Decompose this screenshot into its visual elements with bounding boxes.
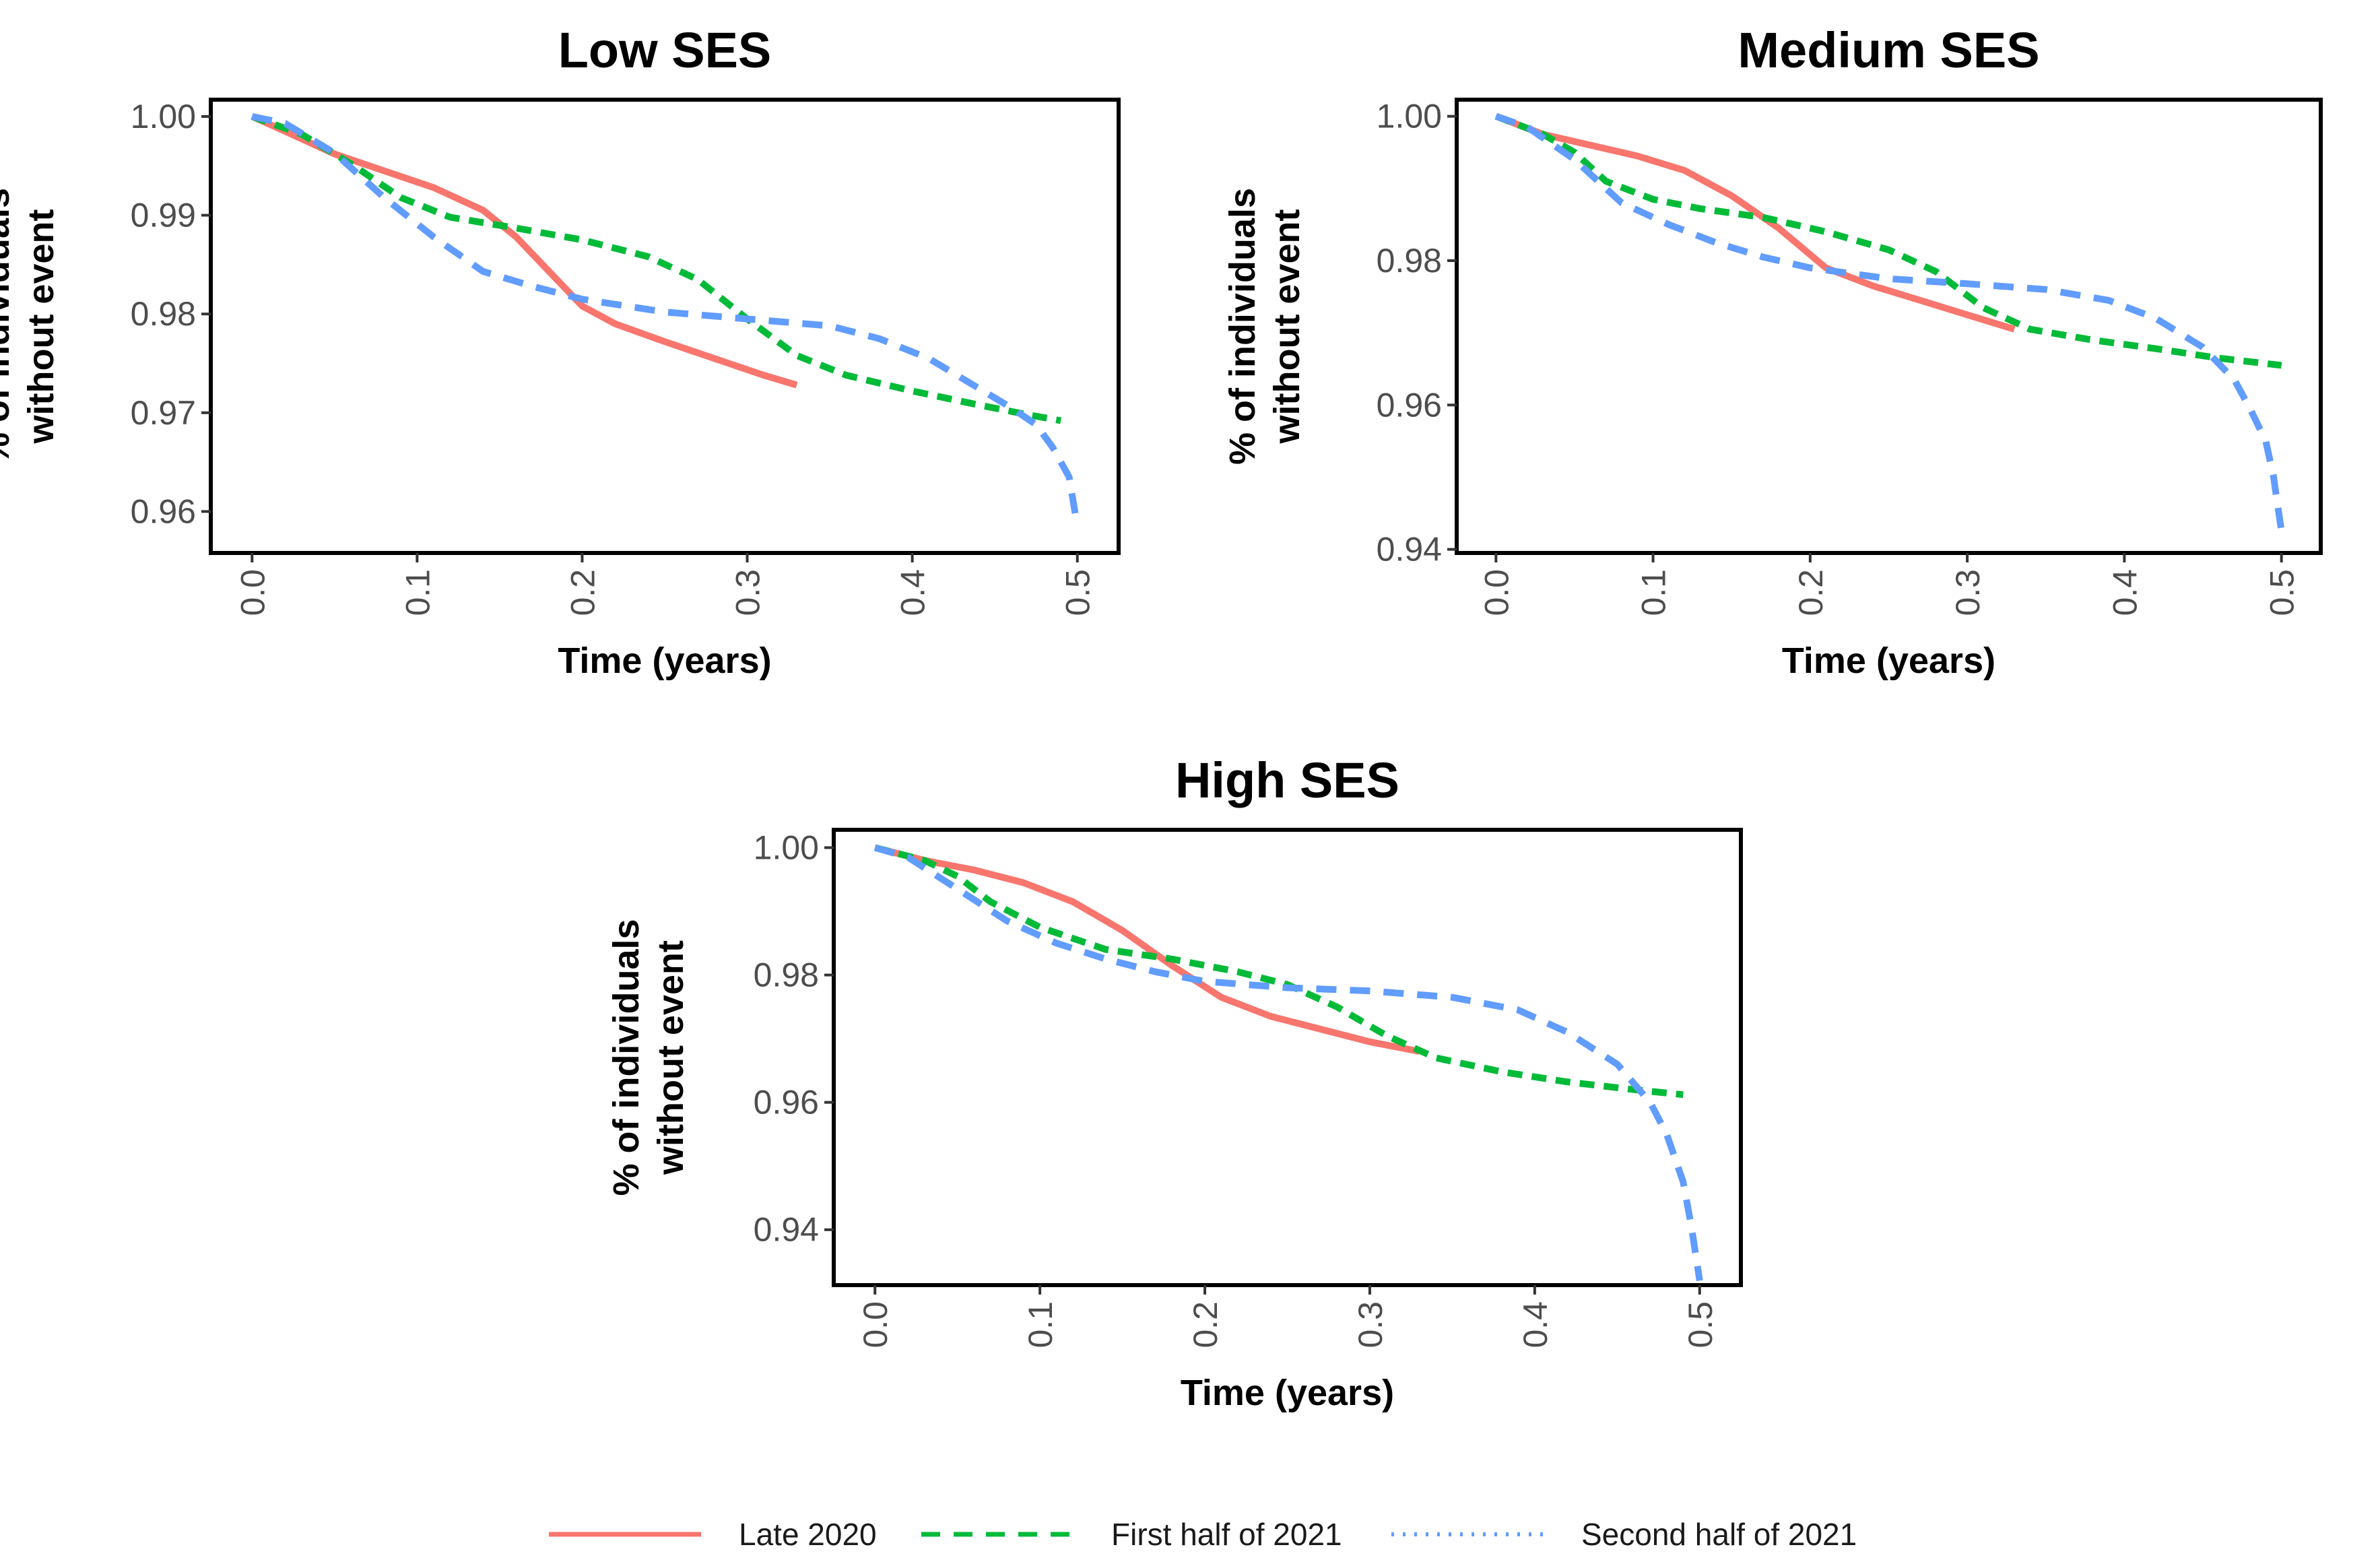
y-axis-title-line: without event — [651, 940, 691, 1175]
legend-item-late-2020: Late 2020 — [549, 1517, 877, 1552]
x-tick-label: 0.3 — [1949, 569, 1987, 616]
x-tick-label: 0.0 — [857, 1301, 894, 1348]
legend-item-first-half-of-2021: First half of 2021 — [921, 1517, 1342, 1552]
y-tick-label: 0.97 — [131, 394, 196, 432]
x-tick-label: 0.2 — [1792, 569, 1830, 616]
series-line-second-half-of-2021 — [251, 113, 1081, 527]
y-axis-title-line: without event — [1267, 209, 1307, 444]
series-line-late-2020 — [873, 844, 1420, 1055]
chart-low-ses: Low SES 1.00 0.99 0.98 0.97 0.96 0.0 0.1 0.2 0.3 0… — [0, 22, 1121, 681]
y-axis-title-line: without event — [21, 209, 61, 444]
y-tick-label: 0.96 — [131, 492, 196, 530]
chart-title: Medium SES — [1738, 22, 2039, 78]
x-tick-label: 0.1 — [1635, 569, 1673, 616]
y-tick-label: 1.00 — [754, 828, 819, 866]
y-tick-label: 0.98 — [131, 295, 196, 333]
x-tick-label: 0.3 — [729, 569, 767, 616]
legend: Late 2020 First half of 2021 Second half o… — [549, 1517, 1857, 1552]
chart-medium-ses: Medium SES 1.00 0.98 0.96 0.94 0.0 0.1 0.2 0.3 0.… — [1222, 22, 2323, 681]
x-tick-label: 0.5 — [2263, 569, 2301, 616]
x-tick-label: 0.1 — [1022, 1301, 1059, 1348]
legend-label: Second half of 2021 — [1581, 1517, 1857, 1552]
series-line-second-half-of-2021 — [873, 844, 1703, 1282]
y-axis-title-line: % of individuals — [1222, 188, 1263, 465]
legend-label: Late 2020 — [739, 1517, 877, 1552]
y-tick-label: 0.94 — [754, 1211, 819, 1249]
legend-item-second-half-of-2021: Second half of 2021 — [1391, 1517, 1857, 1552]
chart-panels: Low SES 1.00 0.99 0.98 0.97 0.96 0.0 0.1 0.2 0.3 0… — [0, 22, 2323, 1413]
x-tick-label: 0.4 — [894, 569, 932, 616]
chart-high-ses: High SES 1.00 0.98 0.96 0.94 0.0 0.1 0.2 0.3 0.4 0… — [606, 752, 1743, 1413]
y-tick-label: 0.98 — [754, 956, 819, 994]
chart-title: High SES — [1175, 752, 1399, 808]
plot-border — [832, 828, 1743, 1287]
y-tick-label: 0.96 — [754, 1084, 819, 1121]
chart-title: Low SES — [558, 22, 772, 78]
y-tick-label: 1.00 — [1377, 98, 1442, 135]
series-line-second-half-of-2021 — [1494, 112, 2285, 532]
y-axis-title-line: % of individuals — [0, 188, 17, 465]
y-tick-label: 0.98 — [1377, 242, 1442, 280]
x-axis-title: Time (years) — [1782, 641, 1995, 681]
x-tick-label: 0.0 — [234, 569, 271, 616]
x-axis-title: Time (years) — [558, 641, 771, 681]
series-line-late-2020 — [1494, 112, 2016, 333]
y-axis-title-line: % of individuals — [606, 919, 647, 1196]
series-line-first-half-of-2021 — [1494, 112, 2282, 369]
x-tick-label: 0.5 — [1059, 569, 1097, 616]
x-tick-label: 0.2 — [1187, 1301, 1224, 1348]
x-tick-label: 0.1 — [399, 569, 436, 616]
x-tick-label: 0.2 — [564, 569, 601, 616]
x-axis-title: Time (years) — [1181, 1373, 1394, 1413]
x-tick-label: 0.5 — [1682, 1301, 1719, 1348]
series-line-first-half-of-2021 — [251, 113, 1062, 424]
legend-label: First half of 2021 — [1111, 1517, 1342, 1552]
y-tick-label: 0.94 — [1377, 531, 1442, 568]
series-line-first-half-of-2021 — [873, 844, 1684, 1099]
plot-border — [209, 98, 1121, 555]
x-tick-label: 0.3 — [1352, 1301, 1389, 1348]
x-tick-label: 0.4 — [2106, 569, 2144, 616]
plot-border — [1455, 98, 2323, 555]
y-tick-label: 0.96 — [1377, 386, 1442, 424]
x-tick-label: 0.0 — [1478, 569, 1515, 616]
y-tick-label: 1.00 — [131, 98, 196, 135]
x-tick-label: 0.4 — [1517, 1301, 1554, 1348]
y-tick-label: 0.99 — [131, 197, 196, 234]
